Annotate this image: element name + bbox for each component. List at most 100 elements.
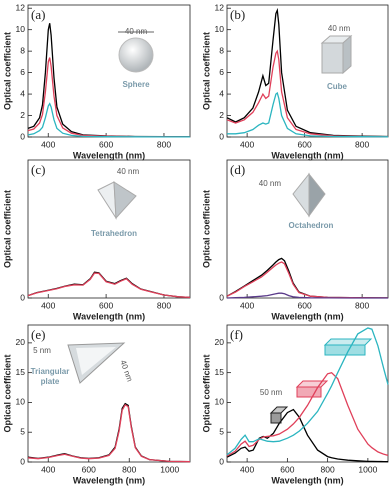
panel: 400 600 800 0 Wavelength (nm) Optical coeffic… [2,159,191,321]
curve [226,292,388,299]
curve [226,7,389,138]
curve [226,257,389,299]
x-tick-label: 400 [41,464,55,474]
panel: 400 600 800 0 2 4 6 8 10 12 Wavelength (nm) Optical… [201,2,389,160]
curve [226,408,389,463]
y-axis-label: Optical coefficient [201,354,211,432]
y-tick-label: 6 [20,67,25,77]
x-tick-label: 800 [355,300,369,310]
annotation: 40 nm [328,24,351,33]
y-tick-label: 12 [215,2,225,12]
y-axis-label: Optical coefficient [201,32,211,110]
panel-label: (c) [31,162,45,177]
tetra-left [97,181,117,220]
sphere [118,37,154,73]
plot-frame [226,324,389,463]
curve [27,272,191,299]
y-tick-label: 8 [219,45,224,55]
x-tick-label: 400 [41,139,55,149]
y-tick-label: 0 [219,131,224,141]
y-tick-label: 4 [219,88,224,98]
box-small [270,412,282,424]
x-tick-label: 600 [298,300,312,310]
y-axis-label: Optical coefficient [201,190,211,268]
x-tick-label: 400 [240,300,254,310]
y-axis-label: Optical coefficient [2,354,12,432]
y-tick-label: 12 [16,2,26,12]
x-tick-label: 600 [99,139,113,149]
panel-label: (e) [31,327,45,342]
x-axis-label: Wavelength (nm) [271,475,343,485]
octa-left [292,172,310,218]
x-tick-label: 400 [240,139,254,149]
y-tick-label: 4 [20,88,25,98]
curve [27,57,191,138]
y-tick-label: 20 [215,337,225,347]
x-tick-label: 600 [298,139,312,149]
box-large-top [323,338,373,346]
x-tick-label: 600 [99,300,113,310]
panel: 400 600 800 1000 0 5 10 15 20 Wavelength (nm) Opti… [2,324,191,485]
annotation: 50 nm [260,388,283,397]
x-axis-label: Wavelength (nm) [271,311,343,321]
curve [27,271,191,299]
curve [27,402,191,463]
curve [226,371,389,457]
y-tick-label: 10 [16,397,26,407]
curve [226,49,389,138]
x-tick-label: 1000 [160,464,179,474]
y-tick-label: 10 [16,24,26,34]
x-tick-label: 600 [82,464,96,474]
x-tick-label: 800 [157,300,171,310]
x-axis-label: Wavelength (nm) [73,475,145,485]
y-axis-label: Optical coefficient [2,32,12,110]
curve [27,102,190,138]
curve [227,91,389,138]
y-tick-label: 20 [16,337,26,347]
cube-front [321,42,344,74]
y-tick-label: 2 [20,110,25,120]
y-tick-label: 2 [219,110,224,120]
panel-label: (f) [230,327,243,342]
x-tick-label: 600 [280,464,294,474]
x-tick-label: 1000 [358,464,377,474]
y-tick-label: 0 [20,131,25,141]
annotation: 5 nm [33,346,51,355]
plot-frame [27,324,191,463]
y-tick-label: 15 [16,367,26,377]
y-tick-label: 10 [215,397,225,407]
annotation: Tetrahedron [91,229,137,238]
y-tick-label: 6 [219,67,224,77]
y-tick-label: 15 [215,367,225,377]
y-tick-label: 8 [20,45,25,55]
tetra-right [113,181,137,220]
cube-side [342,34,352,75]
panel: 400 600 800 0 2 4 6 8 10 12 Wavelength (nm) Optical… [2,2,191,160]
x-tick-label: 400 [240,464,254,474]
box-small-top [269,406,289,414]
y-axis-label: Optical coefficient [2,190,12,268]
annotation: plate [41,377,60,386]
panel: 400 600 800 0 Wavelength (nm) Optical coeffic… [201,159,389,321]
panel-label: (d) [230,162,245,177]
x-tick-label: 800 [122,464,136,474]
x-tick-label: 800 [355,139,369,149]
plot-frame [226,4,389,138]
y-tick-label: 5 [219,426,224,436]
y-tick-label: 0 [219,292,224,302]
x-tick-label: 800 [157,139,171,149]
y-tick-label: 10 [215,24,225,34]
annotation: 40 nm [125,27,148,36]
curve [226,261,389,299]
box-medium [296,386,322,398]
octa-right [308,172,326,218]
panel-label: (b) [230,7,245,22]
annotation: Sphere [122,80,150,89]
x-tick-label: 400 [41,300,55,310]
x-axis-label: Wavelength (nm) [73,150,145,160]
annotation: Triangular [31,367,70,376]
y-tick-label: 5 [20,426,25,436]
y-tick-label: 0 [219,456,224,466]
plot-frame [27,159,191,299]
